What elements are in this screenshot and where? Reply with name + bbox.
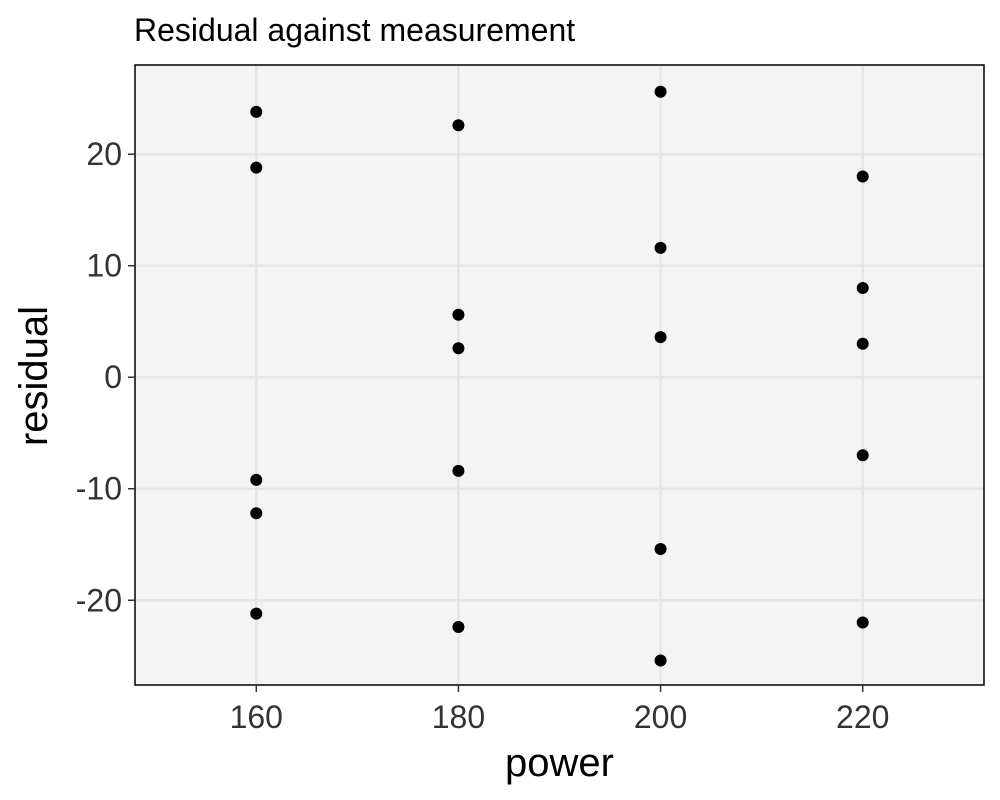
data-point <box>452 464 465 477</box>
y-tick-label: 10 <box>86 248 122 284</box>
x-tick-label: 180 <box>432 699 485 735</box>
data-points <box>250 85 869 667</box>
x-axis-title: power <box>505 741 614 785</box>
data-point <box>856 449 869 462</box>
y-tick-label: -20 <box>76 582 122 618</box>
y-tick-label: -10 <box>76 471 122 507</box>
data-point <box>856 282 869 295</box>
y-tick-label: 20 <box>86 136 122 172</box>
data-point <box>250 607 263 620</box>
data-point <box>654 241 667 254</box>
data-point <box>250 473 263 486</box>
data-point <box>856 337 869 350</box>
x-tick-label: 200 <box>634 699 687 735</box>
data-point <box>654 331 667 344</box>
plot-panel-border <box>134 64 985 686</box>
data-point <box>250 161 263 174</box>
data-point <box>654 542 667 555</box>
data-point <box>654 654 667 667</box>
data-point <box>654 85 667 98</box>
data-point <box>452 119 465 132</box>
x-tick-label: 160 <box>230 699 283 735</box>
data-point <box>250 105 263 118</box>
y-tick-label: 0 <box>104 359 122 395</box>
data-point <box>856 170 869 183</box>
data-point <box>452 342 465 355</box>
gridlines <box>135 65 984 685</box>
chart-title: Residual against measurement <box>134 12 575 48</box>
x-tick-label: 220 <box>836 699 889 735</box>
axis-ticks: 160 180 200 220 -20 -10 0 10 20 <box>76 136 890 735</box>
plot-panel <box>135 65 984 685</box>
data-point <box>452 308 465 321</box>
data-point <box>452 621 465 634</box>
y-axis-title: residual <box>12 306 56 446</box>
data-point <box>250 507 263 520</box>
data-point <box>856 616 869 629</box>
